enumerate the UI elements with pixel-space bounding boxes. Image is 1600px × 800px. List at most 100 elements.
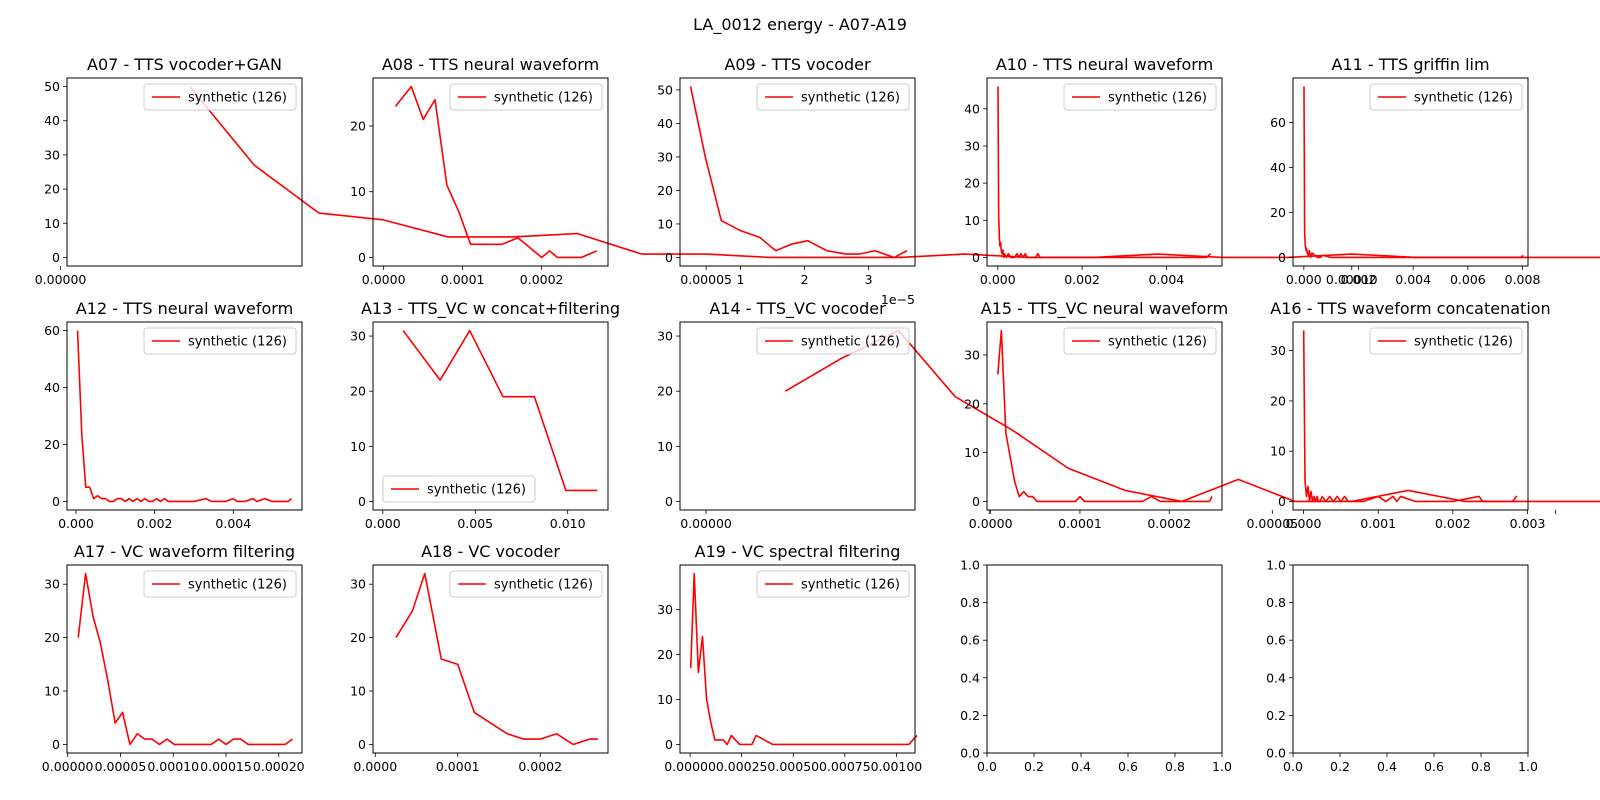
series-line bbox=[189, 86, 1600, 259]
y-tick-label: 0.4 bbox=[960, 670, 980, 685]
subplot-title: A15 - TTS_VC neural waveform bbox=[981, 299, 1228, 319]
x-tick-label: 0.00005 bbox=[680, 272, 732, 287]
y-tick-label: 20 bbox=[350, 118, 366, 133]
axes-frame bbox=[372, 321, 609, 511]
y-tick-label: 20 bbox=[964, 396, 980, 411]
legend-label: synthetic (126) bbox=[1108, 335, 1207, 350]
legend-label: synthetic (126) bbox=[427, 483, 526, 498]
x-tick-label: 0.004 bbox=[215, 516, 251, 531]
x-tick-label: 0.0002 bbox=[1147, 516, 1191, 531]
y-tick-label: 20 bbox=[657, 183, 673, 198]
x-tick-label: 0.008 bbox=[1505, 272, 1541, 287]
y-tick-label: 0 bbox=[972, 494, 980, 509]
axes-frame bbox=[1292, 77, 1529, 267]
series-line bbox=[689, 86, 908, 259]
legend: synthetic (126) bbox=[1369, 83, 1523, 111]
x-tick-label: 1 bbox=[737, 272, 745, 287]
x-tick-label: 0.003 bbox=[1510, 516, 1546, 531]
x-tick-label: 0.00010 bbox=[147, 759, 199, 774]
y-tick-label: 0 bbox=[358, 494, 366, 509]
legend-label: synthetic (126) bbox=[1108, 91, 1207, 106]
x-tick-label: 0.010 bbox=[550, 516, 586, 531]
x-tick-label: 0.0002 bbox=[518, 759, 562, 774]
subplot: A08 - TTS neural waveform 0.0000 0.0001 0.0… bbox=[350, 55, 609, 287]
x-tick-label: 0.00000 bbox=[42, 759, 94, 774]
legend-box bbox=[1063, 327, 1217, 355]
subplot: A13 - TTS_VC w concat+filtering 0.000 0.00… bbox=[350, 299, 620, 531]
axes-frame bbox=[1292, 564, 1529, 754]
legend-label: synthetic (126) bbox=[494, 91, 593, 106]
x-tick-label: 0.004 bbox=[1148, 272, 1184, 287]
subplot-title: A08 - TTS neural waveform bbox=[382, 55, 599, 74]
x-tick-label: 0.00005 bbox=[95, 759, 147, 774]
x-tick-label: 0.8 bbox=[1165, 759, 1185, 774]
x-tick-label: 0.001 bbox=[1360, 516, 1396, 531]
subplot: A16 - TTS waveform concatenation 0.000 0.0… bbox=[1270, 299, 1551, 531]
x-tick-label: 0.0 bbox=[977, 759, 997, 774]
x-tick-label: 0.00000 bbox=[664, 759, 716, 774]
legend-label: synthetic (126) bbox=[1414, 335, 1513, 350]
y-tick-label: 30 bbox=[350, 329, 366, 344]
legend-label: synthetic (126) bbox=[188, 91, 287, 106]
y-tick-label: 0 bbox=[358, 737, 366, 752]
axes-frame bbox=[986, 564, 1223, 754]
y-tick-label: 60 bbox=[1270, 115, 1286, 130]
series-line bbox=[394, 85, 598, 259]
legend-label: synthetic (126) bbox=[801, 91, 900, 106]
series-line bbox=[402, 329, 598, 492]
y-tick-label: 20 bbox=[44, 630, 60, 645]
y-tick-label: 0.8 bbox=[1266, 595, 1286, 610]
x-tick-label: 0.0001 bbox=[441, 272, 485, 287]
legend-label: synthetic (126) bbox=[801, 335, 900, 350]
y-tick-label: 0 bbox=[665, 737, 673, 752]
subplot-title: A10 - TTS neural waveform bbox=[996, 55, 1213, 74]
x-tick-label: 0.0001 bbox=[1058, 516, 1102, 531]
x-tick-label: 0.4 bbox=[1071, 759, 1091, 774]
y-tick-label: 40 bbox=[657, 116, 673, 131]
series-line bbox=[997, 329, 1213, 503]
subplot: 0.0 0.2 0.4 0.6 0.8 1.0 0.0 0.2 0.4 0.6 0.8 1.0 bbox=[1266, 558, 1538, 775]
x-tick-label: 0.00020 bbox=[253, 759, 305, 774]
series-line bbox=[1302, 330, 1518, 503]
x-tick-label: 0.00050 bbox=[767, 759, 819, 774]
legend-box bbox=[1063, 83, 1217, 111]
y-tick-label: 20 bbox=[1270, 393, 1286, 408]
axes-frame bbox=[66, 77, 303, 267]
subplot-title: A12 - TTS neural waveform bbox=[76, 299, 293, 318]
subplot-title: A19 - VC spectral filtering bbox=[695, 542, 901, 561]
legend-box bbox=[756, 327, 910, 355]
y-tick-label: 1.0 bbox=[960, 558, 980, 573]
legend: synthetic (126) bbox=[756, 570, 910, 598]
legend: synthetic (126) bbox=[449, 83, 603, 111]
x-tick-label: 0.00005 bbox=[1246, 516, 1298, 531]
y-tick-label: 0 bbox=[1278, 250, 1286, 265]
subplot-title: A17 - VC waveform filtering bbox=[74, 542, 295, 561]
y-tick-label: 50 bbox=[44, 79, 60, 94]
x-tick-label: 0.00100 bbox=[871, 759, 923, 774]
x-tick-label: 0.00075 bbox=[819, 759, 871, 774]
y-tick-label: 10 bbox=[350, 684, 366, 699]
x-tick-label: 0.004 bbox=[1395, 272, 1431, 287]
legend-box bbox=[756, 83, 910, 111]
x-tick-label: 0.00010 bbox=[1326, 272, 1378, 287]
legend-box bbox=[449, 83, 603, 111]
y-tick-label: 0 bbox=[1278, 494, 1286, 509]
series-line bbox=[784, 329, 1600, 503]
x-tick-label: 0.000 bbox=[980, 272, 1016, 287]
y-tick-label: 50 bbox=[657, 82, 673, 97]
y-tick-label: 0 bbox=[52, 250, 60, 265]
legend-box bbox=[1369, 83, 1523, 111]
x-tick-label: 0.0000 bbox=[353, 759, 397, 774]
x-tick-label: 0.000 bbox=[58, 516, 94, 531]
legend: synthetic (126) bbox=[1369, 327, 1523, 355]
axes-frame bbox=[66, 321, 303, 511]
series-line bbox=[395, 572, 598, 746]
y-tick-label: 10 bbox=[44, 216, 60, 231]
y-tick-label: 0.2 bbox=[960, 708, 980, 723]
subplot: A14 - TTS_VC vocoder0.000000.000050.0001… bbox=[657, 299, 1600, 531]
y-tick-label: 0.0 bbox=[1266, 746, 1286, 761]
y-tick-label: 0 bbox=[52, 737, 60, 752]
x-tick-label: 0.00015 bbox=[200, 759, 252, 774]
y-tick-label: 0 bbox=[52, 494, 60, 509]
subplot: 0.0 0.2 0.4 0.6 0.8 1.0 0.0 0.2 0.4 0.6 0.8 1.0 bbox=[960, 558, 1232, 775]
